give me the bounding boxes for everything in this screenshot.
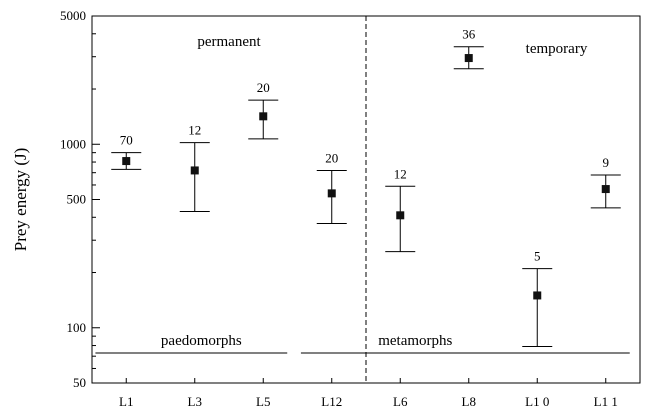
y-tick-label: 1000 xyxy=(60,136,86,151)
x-tick-label: L1 1 xyxy=(594,394,618,409)
y-tick-label: 500 xyxy=(67,192,87,207)
data-point-marker xyxy=(122,157,131,166)
x-tick-label: L6 xyxy=(393,394,408,409)
sample-size-label: 20 xyxy=(257,80,270,95)
plot-frame xyxy=(91,15,641,384)
data-marks: 70 12 20 20 12 36 5 9 xyxy=(111,27,621,348)
data-point-marker xyxy=(259,112,268,121)
data-point-marker xyxy=(190,166,199,175)
axes: 50 100 500 1000 5000 L1 L3 L5 L12 L6 L8 L1 0 L1 1 xyxy=(60,8,641,409)
annotations: permanent temporary paedomorphs metamorp… xyxy=(11,34,588,349)
sample-size-label: 20 xyxy=(325,150,338,165)
data-point-marker xyxy=(533,291,542,300)
data-point-marker xyxy=(327,189,336,198)
x-tick-label: L5 xyxy=(256,394,270,409)
error-point: 70 xyxy=(111,133,142,170)
error-point: 5 xyxy=(522,249,553,348)
x-tick-label: L8 xyxy=(462,394,476,409)
region-label-permanent: permanent xyxy=(197,34,261,50)
error-point: 12 xyxy=(385,166,416,253)
region-label-temporary: temporary xyxy=(526,41,588,57)
error-point: 36 xyxy=(453,27,484,70)
x-tick-label: L1 0 xyxy=(525,394,549,409)
y-tick-label: 100 xyxy=(67,320,87,335)
sample-size-label: 12 xyxy=(188,123,201,138)
y-tick-label: 5000 xyxy=(60,8,86,23)
error-point: 20 xyxy=(248,80,279,140)
x-tick-label: L3 xyxy=(188,394,202,409)
sample-size-label: 9 xyxy=(603,155,610,170)
data-point-marker xyxy=(396,211,405,220)
error-point: 20 xyxy=(316,150,347,224)
y-axis-title: Prey energy (J) xyxy=(11,148,30,252)
error-point: 9 xyxy=(590,155,621,209)
sample-size-label: 70 xyxy=(120,133,133,148)
data-point-marker xyxy=(601,185,610,194)
sample-size-label: 36 xyxy=(462,27,476,42)
y-tick-label: 50 xyxy=(73,375,86,390)
error-point: 12 xyxy=(179,123,210,213)
x-tick-label: L12 xyxy=(321,394,342,409)
x-tick-label: L1 xyxy=(119,394,133,409)
sample-size-label: 5 xyxy=(534,249,541,264)
data-point-marker xyxy=(464,54,473,63)
sample-size-label: 12 xyxy=(394,166,407,181)
group-label-metamorphs: metamorphs xyxy=(378,333,452,349)
group-label-paedomorphs: paedomorphs xyxy=(161,333,242,349)
